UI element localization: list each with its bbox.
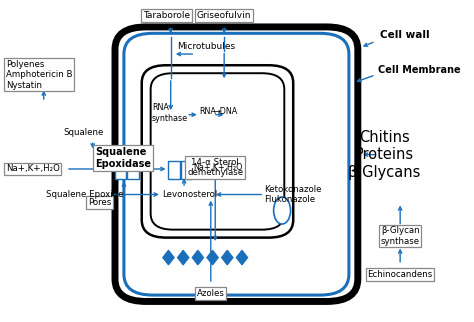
Text: 14-α Sterol
demethylase: 14-α Sterol demethylase — [187, 158, 243, 177]
Text: Cell Membrane: Cell Membrane — [378, 65, 461, 75]
FancyBboxPatch shape — [128, 161, 138, 179]
Text: Griseofulvin: Griseofulvin — [197, 11, 251, 20]
Text: →DNA: →DNA — [213, 107, 238, 116]
Text: Squalene
Epoxidase: Squalene Epoxidase — [95, 147, 151, 169]
Text: Polyenes
Amphotericin B
Nystatin: Polyenes Amphotericin B Nystatin — [6, 60, 73, 90]
FancyBboxPatch shape — [142, 65, 293, 238]
Polygon shape — [163, 251, 174, 265]
Text: Levonosterol: Levonosterol — [162, 190, 217, 199]
Text: Pores: Pores — [88, 198, 111, 207]
Text: Squalene Epoxide: Squalene Epoxide — [46, 190, 123, 199]
Text: Chitins
Proteins
β-Glycans: Chitins Proteins β-Glycans — [348, 130, 421, 180]
Polygon shape — [207, 251, 218, 265]
Text: β-Glycan
synthase: β-Glycan synthase — [381, 226, 419, 246]
Text: RNA
synthase: RNA synthase — [152, 103, 188, 123]
Text: Ketokonazole
Flukonazole: Ketokonazole Flukonazole — [264, 185, 322, 204]
Text: Azoles: Azoles — [197, 289, 225, 298]
FancyBboxPatch shape — [168, 161, 180, 179]
FancyBboxPatch shape — [151, 73, 284, 230]
Polygon shape — [237, 251, 247, 265]
Text: RNA: RNA — [200, 107, 217, 116]
Polygon shape — [222, 251, 233, 265]
Text: Taraborole: Taraborole — [143, 11, 190, 20]
FancyBboxPatch shape — [124, 33, 349, 295]
Text: Na+,K+,H₂O: Na+,K+,H₂O — [193, 163, 243, 172]
Polygon shape — [178, 251, 189, 265]
Text: Squalene: Squalene — [64, 128, 104, 137]
FancyBboxPatch shape — [115, 27, 358, 301]
Text: Microtubules: Microtubules — [177, 42, 236, 51]
Text: Cell wall: Cell wall — [380, 30, 430, 40]
Text: Echinocandens: Echinocandens — [367, 270, 433, 279]
FancyBboxPatch shape — [181, 161, 192, 179]
Polygon shape — [192, 251, 203, 265]
Text: Na+,K+,H₂O: Na+,K+,H₂O — [6, 165, 60, 174]
FancyBboxPatch shape — [115, 161, 126, 179]
Ellipse shape — [273, 197, 291, 224]
